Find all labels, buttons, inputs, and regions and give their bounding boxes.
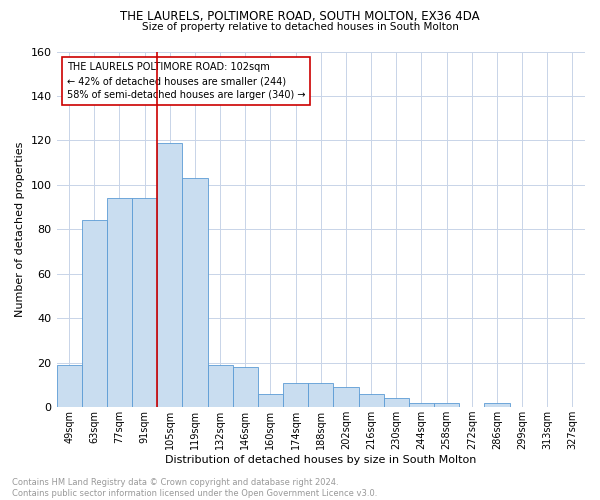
Bar [334,387,359,407]
Bar [283,382,308,407]
Bar [409,402,434,407]
Bar [233,367,258,407]
Bar [56,365,82,407]
Text: Size of property relative to detached houses in South Molton: Size of property relative to detached ho… [142,22,458,32]
Bar [82,220,107,407]
Bar [434,402,459,407]
Y-axis label: Number of detached properties: Number of detached properties [15,142,25,317]
Bar [107,198,132,407]
Bar [132,198,157,407]
Bar [308,382,334,407]
Text: THE LAURELS, POLTIMORE ROAD, SOUTH MOLTON, EX36 4DA: THE LAURELS, POLTIMORE ROAD, SOUTH MOLTO… [120,10,480,23]
Bar [383,398,409,407]
Bar [484,402,509,407]
Bar [182,178,208,407]
Text: Contains HM Land Registry data © Crown copyright and database right 2024.
Contai: Contains HM Land Registry data © Crown c… [12,478,377,498]
Bar [157,142,182,407]
Bar [258,394,283,407]
X-axis label: Distribution of detached houses by size in South Molton: Distribution of detached houses by size … [165,455,476,465]
Bar [359,394,383,407]
Bar [208,365,233,407]
Text: THE LAURELS POLTIMORE ROAD: 102sqm
← 42% of detached houses are smaller (244)
58: THE LAURELS POLTIMORE ROAD: 102sqm ← 42%… [67,62,305,100]
